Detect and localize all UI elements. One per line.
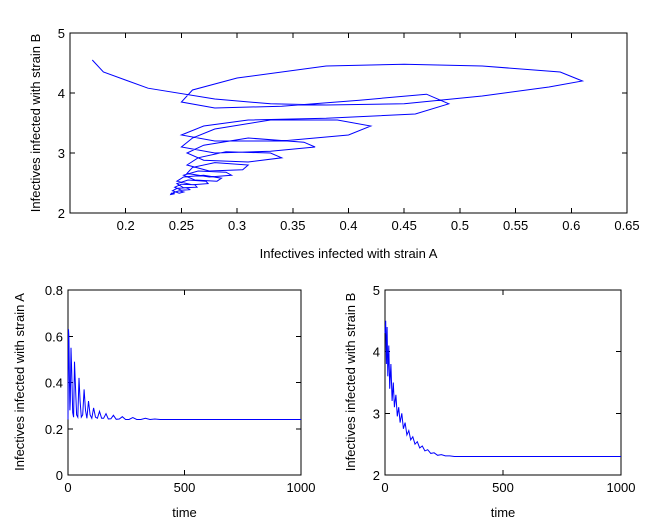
phase-plot-series-line — [91, 59, 585, 196]
strain-b-time-plot-y-tick-label: 4 — [373, 345, 380, 360]
strain-b-time-plot-y-tick-label: 2 — [373, 468, 380, 483]
strain-b-time-plot-x-tick-label: 500 — [492, 480, 514, 495]
phase-plot-series — [91, 59, 585, 196]
strain-b-time-plot: 0 500 1000 2 3 4 5 time Infectives infected wi… — [343, 283, 635, 520]
strain-b-time-plot-x-tick-label: 1000 — [607, 480, 636, 495]
strain-a-time-plot-y-tick-label: 0.4 — [45, 376, 63, 391]
strain-a-time-plot-y-tick-label: 0.2 — [45, 422, 63, 437]
phase-plot-x-tick-label: 0.55 — [503, 218, 528, 233]
phase-plot-y-tick-label: 2 — [58, 206, 65, 221]
strain-a-time-plot-series-line — [67, 329, 301, 421]
phase-plot-ticks: 0.2 0.25 0.3 0.35 0.4 0.45 0.5 0.55 0.6 0.65 2 3 4 5 — [58, 26, 640, 233]
strain-b-time-plot-y-axis-label: Infectives infected with strain B — [343, 293, 358, 471]
phase-plot-x-tick-label: 0.3 — [228, 218, 246, 233]
phase-plot-x-tick-label: 0.2 — [117, 218, 135, 233]
strain-b-time-plot-x-tick-label: 0 — [381, 480, 388, 495]
phase-plot-x-tick-label: 0.4 — [339, 218, 357, 233]
phase-plot-x-tick-label: 0.45 — [392, 218, 417, 233]
phase-plot: 0.2 0.25 0.3 0.35 0.4 0.45 0.5 0.55 0.6 0.652345 … — [28, 26, 640, 261]
strain-b-time-plot-series — [384, 320, 621, 457]
strain-a-time-plot-x-tick-label: 500 — [174, 480, 196, 495]
strain-b-time-plot-ticks: 0 500 1000 2 3 4 5 — [373, 283, 636, 495]
phase-plot-x-tick-label: 0.6 — [562, 218, 580, 233]
strain-a-time-plot-ticks: 0 500 1000 0 0.2 0.4 0.6 0.8 — [45, 283, 316, 495]
strain-a-time-plot-y-tick-label: 0.8 — [45, 283, 63, 298]
strain-a-time-plot: 0 500 1000 0 0.2 0.4 0.6 0.8 time Infectives in… — [12, 283, 315, 520]
strain-a-time-plot-y-axis-label: Infectives infected with strain A — [12, 293, 27, 471]
phase-plot-x-tick-label: 0.35 — [280, 218, 305, 233]
strain-b-time-plot-y-tick-label: 5 — [373, 283, 380, 298]
strain-a-time-plot-series — [67, 329, 301, 421]
strain-b-time-plot-series-line — [384, 320, 621, 457]
phase-plot-y-tick-label: 3 — [58, 146, 65, 161]
strain-a-time-plot-y-tick-label: 0 — [56, 468, 63, 483]
strain-a-time-plot-axes-box — [67, 289, 302, 476]
phase-plot-y-axis-label: Infectives infected with strain B — [28, 34, 43, 212]
phase-plot-axes-box — [69, 32, 628, 214]
strain-a-time-plot-x-axis-label: time — [172, 505, 197, 520]
strain-a-time-plot-y-tick-label: 0.6 — [45, 329, 63, 344]
phase-plot-x-axis-label: Infectives infected with strain A — [260, 246, 438, 261]
strain-a-time-plot-x-tick-label: 1000 — [287, 480, 316, 495]
strain-b-time-plot-y-tick-label: 3 — [373, 406, 380, 421]
phase-plot-x-tick-label: 0.65 — [614, 218, 639, 233]
phase-plot-y-tick-label: 4 — [58, 86, 65, 101]
phase-plot-x-tick-label: 0.25 — [169, 218, 194, 233]
phase-plot-y-tick-label: 5 — [58, 26, 65, 41]
phase-plot-x-tick-label: 0.5 — [451, 218, 469, 233]
strain-b-time-plot-x-axis-label: time — [491, 505, 516, 520]
strain-a-time-plot-x-tick-label: 0 — [64, 480, 71, 495]
